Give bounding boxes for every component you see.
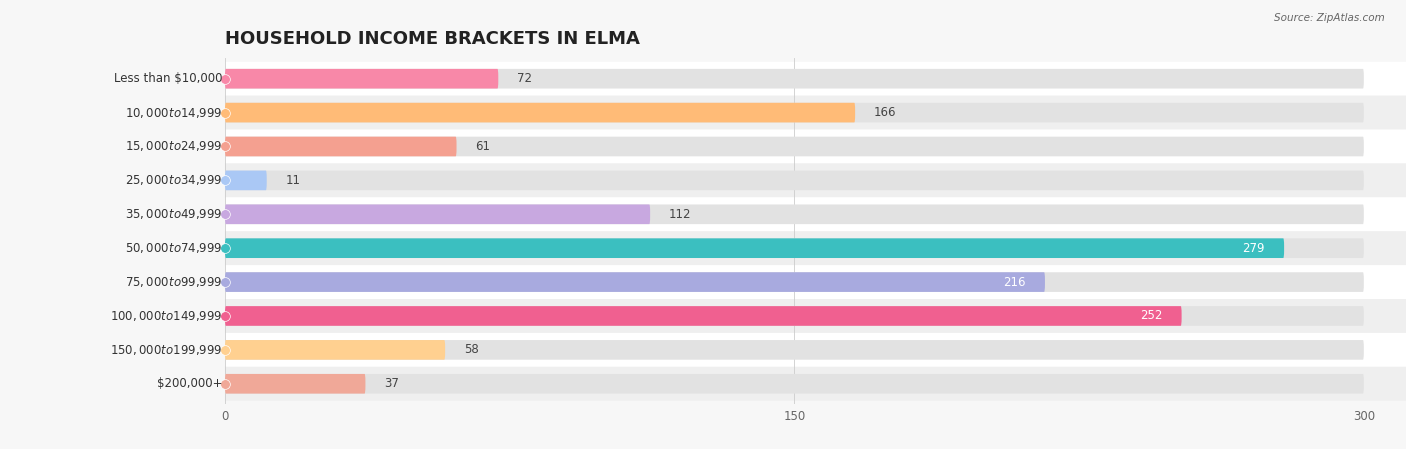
FancyBboxPatch shape — [225, 374, 366, 394]
Text: 61: 61 — [475, 140, 491, 153]
Text: $100,000 to $149,999: $100,000 to $149,999 — [110, 309, 222, 323]
FancyBboxPatch shape — [225, 103, 855, 123]
Text: $35,000 to $49,999: $35,000 to $49,999 — [125, 207, 222, 221]
FancyBboxPatch shape — [225, 130, 1406, 163]
Text: 112: 112 — [669, 208, 692, 221]
Text: 279: 279 — [1243, 242, 1265, 255]
Text: 58: 58 — [464, 343, 479, 357]
FancyBboxPatch shape — [225, 136, 457, 156]
FancyBboxPatch shape — [225, 69, 1364, 88]
FancyBboxPatch shape — [225, 171, 267, 190]
Text: $150,000 to $199,999: $150,000 to $199,999 — [110, 343, 222, 357]
FancyBboxPatch shape — [225, 69, 498, 88]
FancyBboxPatch shape — [225, 136, 1364, 156]
FancyBboxPatch shape — [225, 238, 1284, 258]
Text: 252: 252 — [1140, 309, 1163, 322]
FancyBboxPatch shape — [225, 306, 1181, 326]
Text: $15,000 to $24,999: $15,000 to $24,999 — [125, 140, 222, 154]
Text: $25,000 to $34,999: $25,000 to $34,999 — [125, 173, 222, 187]
FancyBboxPatch shape — [225, 340, 446, 360]
FancyBboxPatch shape — [225, 204, 1364, 224]
FancyBboxPatch shape — [225, 272, 1364, 292]
FancyBboxPatch shape — [225, 231, 1406, 265]
FancyBboxPatch shape — [225, 96, 1406, 130]
Text: $200,000+: $200,000+ — [157, 377, 222, 390]
Text: 166: 166 — [875, 106, 897, 119]
FancyBboxPatch shape — [225, 367, 1406, 401]
Text: Source: ZipAtlas.com: Source: ZipAtlas.com — [1274, 13, 1385, 23]
Text: 216: 216 — [1004, 276, 1026, 289]
FancyBboxPatch shape — [225, 333, 1406, 367]
FancyBboxPatch shape — [225, 163, 1406, 198]
Text: $75,000 to $99,999: $75,000 to $99,999 — [125, 275, 222, 289]
Text: $50,000 to $74,999: $50,000 to $74,999 — [125, 241, 222, 255]
Text: Less than $10,000: Less than $10,000 — [114, 72, 222, 85]
FancyBboxPatch shape — [225, 272, 1045, 292]
FancyBboxPatch shape — [225, 306, 1364, 326]
FancyBboxPatch shape — [225, 340, 1364, 360]
Text: HOUSEHOLD INCOME BRACKETS IN ELMA: HOUSEHOLD INCOME BRACKETS IN ELMA — [225, 31, 640, 48]
FancyBboxPatch shape — [225, 198, 1406, 231]
FancyBboxPatch shape — [225, 204, 650, 224]
FancyBboxPatch shape — [225, 171, 1364, 190]
FancyBboxPatch shape — [225, 62, 1406, 96]
Text: 37: 37 — [384, 377, 399, 390]
FancyBboxPatch shape — [225, 374, 1364, 394]
FancyBboxPatch shape — [225, 103, 1364, 123]
Text: $10,000 to $14,999: $10,000 to $14,999 — [125, 106, 222, 119]
Text: 11: 11 — [285, 174, 301, 187]
FancyBboxPatch shape — [225, 299, 1406, 333]
Text: 72: 72 — [517, 72, 533, 85]
FancyBboxPatch shape — [225, 238, 1364, 258]
FancyBboxPatch shape — [225, 265, 1406, 299]
